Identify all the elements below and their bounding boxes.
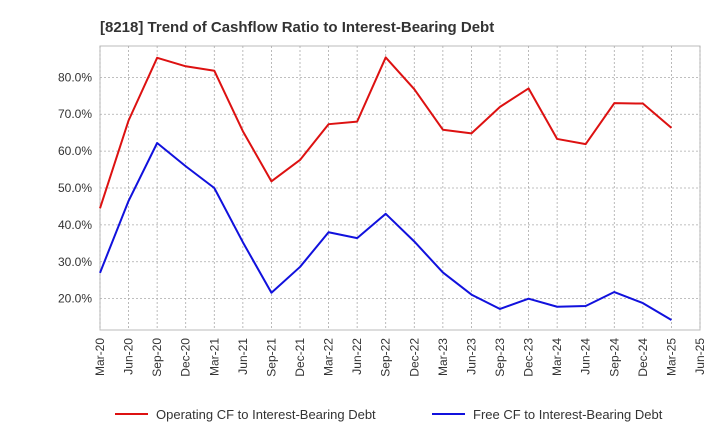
x-tick-label: Jun-20 [122,338,136,375]
x-tick-label: Sep-21 [264,338,278,377]
chart-title: [8218] Trend of Cashflow Ratio to Intere… [100,19,494,36]
x-tick-label: Mar-20 [93,338,107,376]
y-axis: 20.0% 30.0% 40.0% 50.0% 60.0% 70.0% 80.0% [58,70,92,305]
legend-label-free-cf: Free CF to Interest-Bearing Debt [473,407,663,422]
x-tick-label: Sep-24 [607,338,621,377]
x-tick-label: Dec-20 [179,338,193,377]
x-tick-label: Jun-25 [693,338,707,375]
x-tick-label: Dec-23 [522,338,536,377]
y-tick-label: 20.0% [58,292,92,306]
x-axis: Mar-20 Jun-20 Sep-20 Dec-20 Mar-21 Jun-21 Sep-… [93,338,707,377]
legend: Operating CF to Interest-Bearing Debt Fr… [115,407,663,422]
y-tick-label: 70.0% [58,107,92,121]
series-lines [99,56,673,321]
x-tick-label: Mar-25 [664,338,678,376]
series-line-free-cf [99,142,672,321]
series-line-operating-cf [99,56,673,209]
y-tick-label: 30.0% [58,255,92,269]
x-tick-label: Jun-24 [579,338,593,375]
x-tick-label: Mar-24 [550,338,564,376]
legend-label-operating-cf: Operating CF to Interest-Bearing Debt [156,407,376,422]
x-tick-label: Dec-21 [293,338,307,377]
x-tick-label: Jun-21 [236,338,250,375]
x-tick-label: Sep-23 [493,338,507,377]
x-tick-label: Sep-22 [379,338,393,377]
y-tick-label: 50.0% [58,181,92,195]
x-tick-label: Mar-21 [207,338,221,376]
y-tick-label: 80.0% [58,70,92,84]
x-tick-label: Dec-24 [636,338,650,377]
x-tick-label: Sep-20 [150,338,164,377]
x-tick-label: Mar-23 [436,338,450,376]
y-tick-label: 40.0% [58,218,92,232]
x-tick-label: Jun-22 [350,338,364,375]
grid [99,46,701,330]
x-tick-label: Mar-22 [322,338,336,376]
x-tick-label: Jun-23 [464,338,478,375]
y-tick-label: 60.0% [58,144,92,158]
x-tick-label: Dec-22 [407,338,421,377]
